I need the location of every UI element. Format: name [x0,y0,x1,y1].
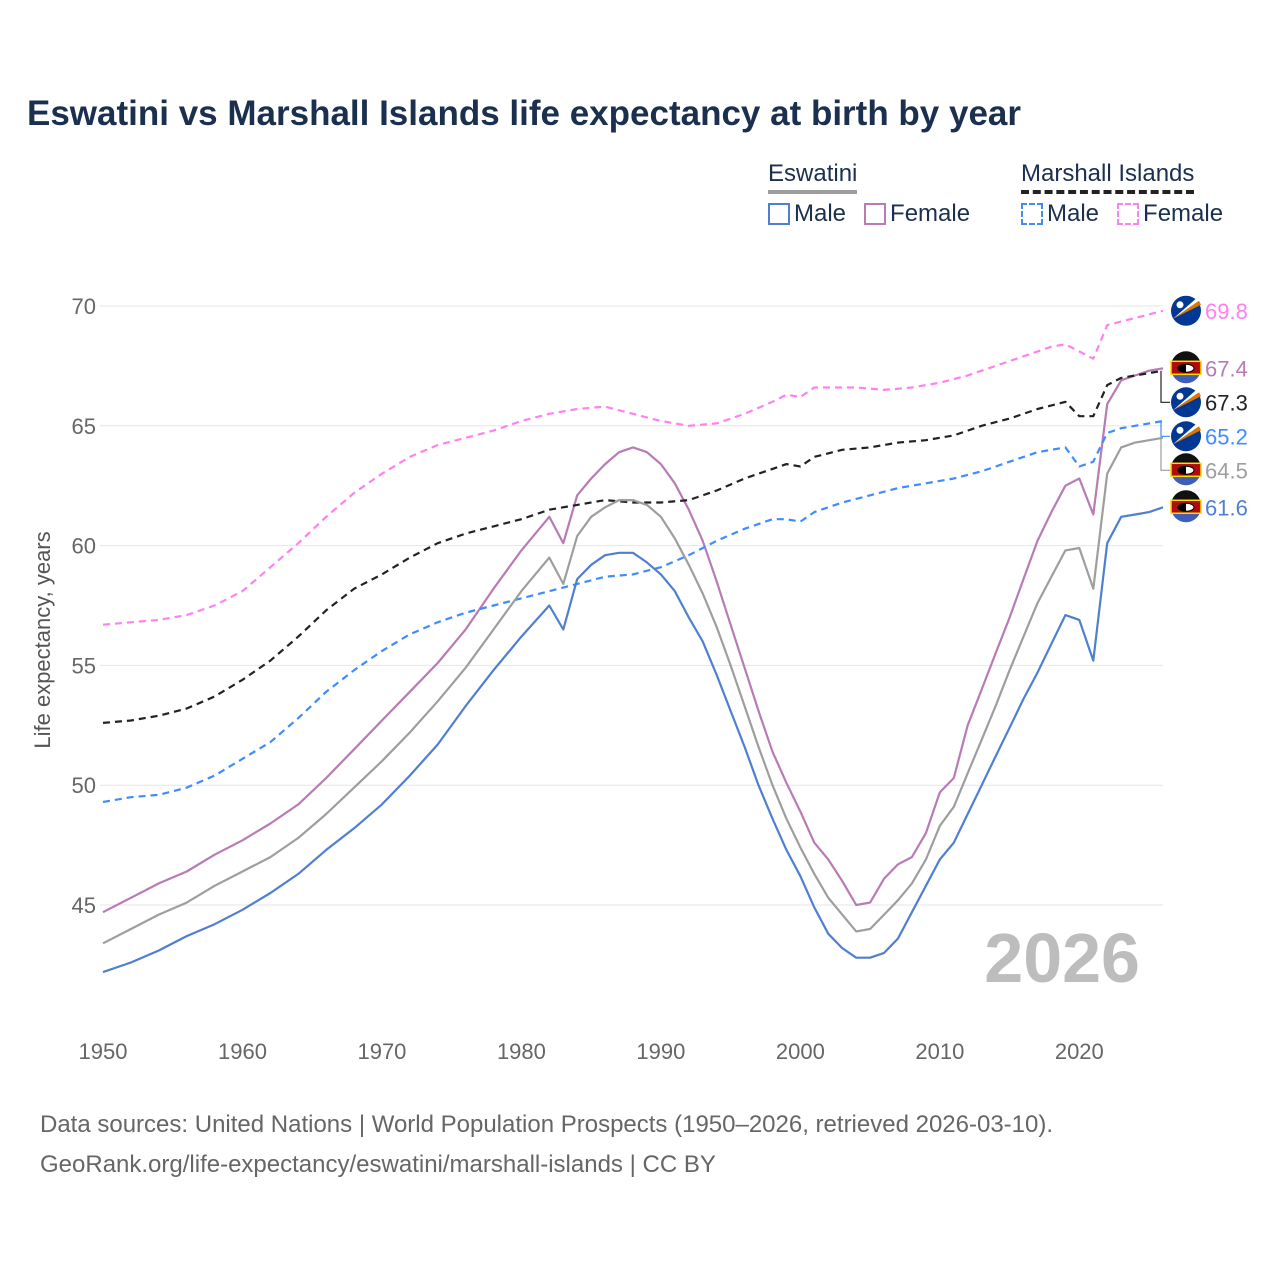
source-link[interactable]: GeoRank.org/life-expectancy/eswatini/mar… [40,1151,716,1178]
x-tick-label: 2020 [1055,1039,1104,1064]
end-value-label: 69.8 [1205,299,1248,324]
data-source-text: Data sources: United Nations | World Pop… [40,1111,1054,1138]
series-line-marshall-islands [102,369,1164,724]
legend-eswatini-female[interactable]: Female [864,200,970,228]
marshall-islands-flag-icon [1171,295,1201,326]
current-year-watermark: 2026 [984,919,1140,997]
flag-stripe-white [1173,389,1199,411]
legend-marshall-male[interactable]: Male [1021,200,1099,228]
eswatini-flag-icon [1170,490,1202,523]
y-tick-label: 50 [72,773,96,798]
series-line-marshall-islands-female [102,309,1164,626]
flag-stripe-orange [1173,300,1201,319]
leader-line [1160,437,1170,471]
legend-label: Male [1047,200,1100,227]
legend-eswatini: Eswatini Male Female [768,160,970,228]
flag-stripe-white [1173,423,1199,445]
leader-line [1160,370,1170,403]
flag-shield-half [1178,503,1186,512]
y-tick-label: 55 [72,653,96,678]
end-value-label: 61.6 [1205,495,1248,520]
end-value-label: 65.2 [1205,424,1248,449]
flag-stripe-white [1173,297,1199,319]
legend-label: Male [794,200,847,227]
marshall-islands-flag-icon [1171,421,1201,452]
footer: Data sources: United Nations | World Pop… [40,1105,1053,1185]
x-tick-label: 1960 [218,1039,267,1064]
series-line-eswatini-female [102,367,1164,914]
series-line-marshall-islands-male [102,419,1164,804]
flag-star [1176,426,1184,434]
marshall-islands-flag-icon [1171,387,1201,418]
series-line-eswatini [102,436,1164,945]
y-tick-label: 65 [72,414,96,439]
series-line-eswatini-male [102,506,1164,974]
x-tick-label: 1980 [497,1039,546,1064]
flag-shield-half [1178,364,1186,373]
eswatini-flag-icon [1170,453,1202,486]
y-tick-label: 70 [72,294,96,319]
flag-stripe-orange [1173,426,1201,445]
male-swatch-icon [768,203,790,225]
flag-star [1176,392,1184,400]
leader-line [1160,421,1170,437]
end-value-label: 64.5 [1205,458,1248,483]
x-tick-label: 1950 [79,1039,128,1064]
y-axis-label: Life expectancy, years [30,531,55,748]
legend-eswatini-heading: Eswatini [768,160,858,194]
legend-eswatini-male[interactable]: Male [768,200,846,228]
y-tick-label: 45 [72,893,96,918]
flag-shield-half [1178,466,1186,475]
eswatini-flag-icon [1170,351,1202,384]
x-tick-label: 1970 [357,1039,406,1064]
flag-star [1176,301,1184,309]
male-swatch-icon [1021,203,1043,225]
female-swatch-icon [864,203,887,225]
female-swatch-icon [1117,203,1140,225]
end-value-label: 67.4 [1205,356,1248,381]
end-value-label: 67.3 [1205,390,1248,415]
x-tick-label: 2010 [915,1039,964,1064]
flag-stripe-orange [1173,392,1201,411]
legend-label: Female [1143,200,1224,227]
y-tick-label: 60 [72,534,96,559]
legend-marshall-female[interactable]: Female [1117,200,1223,228]
legend-label: Female [890,200,971,227]
legend-marshall-islands: Marshall Islands Male Female [1021,160,1223,228]
chart-title: Eswatini vs Marshall Islands life expect… [27,94,1022,133]
x-tick-label: 1990 [636,1039,685,1064]
legend-marshall-heading: Marshall Islands [1021,160,1195,194]
x-tick-label: 2000 [776,1039,825,1064]
